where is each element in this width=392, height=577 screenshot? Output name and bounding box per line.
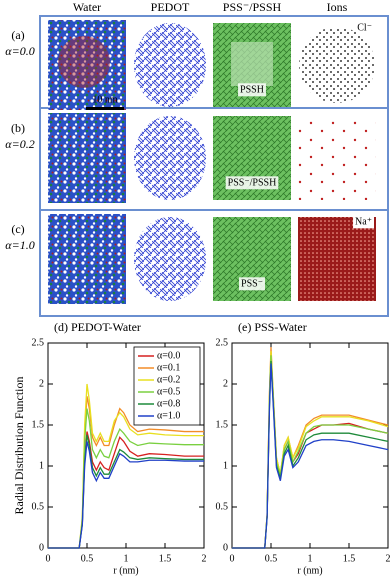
ion-label: Cl⁻ <box>357 22 372 33</box>
data-line <box>48 441 204 549</box>
chart-title: (d) PEDOT-Water <box>54 320 141 334</box>
alpha-label: α=0.0 <box>5 44 34 58</box>
y-tick-label: 1 <box>223 460 228 471</box>
legend-label: α=0.8 <box>157 398 180 409</box>
data-line <box>48 431 204 549</box>
y-tick-label: 2 <box>39 378 44 389</box>
y-tick-label: 2.5 <box>216 337 229 348</box>
legend-label: α=0.5 <box>157 386 180 397</box>
plot-frame <box>231 342 389 549</box>
x-tick-label: 1.5 <box>343 553 356 564</box>
label-background <box>225 176 279 190</box>
y-tick-label: 2.5 <box>32 337 45 348</box>
y-tick-label: 1.5 <box>216 419 229 430</box>
ion-label: Na⁺ <box>355 216 372 227</box>
y-tick-label: 0 <box>39 542 44 553</box>
water-snapshot <box>48 214 126 304</box>
y-tick-label: 0.5 <box>216 501 229 512</box>
y-tick-label: 1.5 <box>32 419 45 430</box>
pss-hole <box>231 42 273 86</box>
pedot-snapshot <box>134 116 206 200</box>
water-cluster <box>58 36 110 88</box>
pedot-snapshot <box>134 217 206 301</box>
data-line <box>232 363 389 549</box>
x-tick-label: 2 <box>202 553 207 564</box>
x-tick-label: 2 <box>386 553 391 564</box>
ion-snapshot <box>298 116 376 200</box>
panel-border <box>39 15 389 317</box>
data-line <box>232 361 389 549</box>
column-header: Water <box>73 0 101 14</box>
legend-label: α=0.1 <box>157 362 180 373</box>
x-axis-label: r (nm) <box>297 565 322 576</box>
legend-box <box>133 346 201 426</box>
scale-bar-label: 10 nm <box>92 94 118 105</box>
data-line <box>232 355 389 549</box>
chart-title: (e) PSS-Water <box>238 320 307 334</box>
column-header: PSS⁻/PSSH <box>223 0 282 14</box>
data-line <box>232 351 389 549</box>
label-background <box>238 83 266 97</box>
column-header: PEDOT <box>151 0 190 14</box>
data-line <box>232 347 389 549</box>
data-line <box>232 355 389 549</box>
alpha-label: α=0.2 <box>5 137 34 151</box>
pss-label: PSS⁻/PSSH <box>228 177 277 188</box>
x-tick-label: 1 <box>124 553 129 564</box>
legend-label: α=0.0 <box>157 350 180 361</box>
alpha-label: α=1.0 <box>5 238 34 252</box>
pss-label: PSSH <box>240 84 264 95</box>
panel-label: (b) <box>11 121 25 135</box>
y-axis-label: Radial Distribution Function <box>12 377 26 515</box>
data-line <box>48 408 204 549</box>
legend-label: α=1.0 <box>157 410 180 421</box>
pss-label: PSS⁻ <box>241 278 263 289</box>
x-tick-label: 1 <box>308 553 313 564</box>
y-tick-label: 2 <box>223 378 228 389</box>
x-tick-label: 1.5 <box>159 553 172 564</box>
x-axis-label: r (nm) <box>113 565 138 576</box>
x-tick-label: 0 <box>230 553 235 564</box>
y-tick-label: 0.5 <box>32 501 45 512</box>
panel-label: (c) <box>11 222 24 236</box>
data-line <box>48 434 204 549</box>
column-header: Ions <box>327 0 348 14</box>
x-tick-label: 0.5 <box>265 553 278 564</box>
water-snapshot <box>48 113 126 203</box>
pedot-snapshot <box>134 23 206 107</box>
ion-snapshot <box>298 217 376 301</box>
scale-bar <box>86 107 124 110</box>
data-line <box>48 383 204 549</box>
label-background <box>353 215 374 229</box>
x-tick-label: 0.5 <box>81 553 94 564</box>
x-tick-label: 0 <box>46 553 51 564</box>
panel-label: (a) <box>11 28 24 42</box>
ion-snapshot <box>299 27 375 103</box>
y-tick-label: 1 <box>39 460 44 471</box>
y-tick-label: 0 <box>223 542 228 553</box>
legend-label: α=0.2 <box>157 374 180 385</box>
water-snapshot <box>48 20 126 110</box>
label-background <box>239 277 265 291</box>
